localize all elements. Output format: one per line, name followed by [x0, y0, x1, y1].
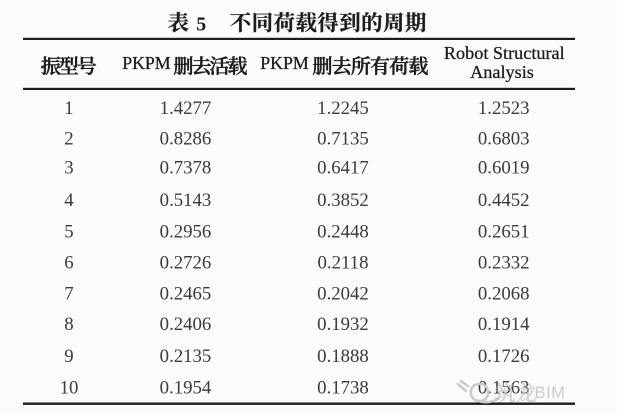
- svg-text:3: 3: [64, 157, 73, 178]
- svg-text:0.6417: 0.6417: [317, 157, 369, 178]
- svg-text:0.3852: 0.3852: [317, 190, 369, 211]
- svg-text:0.6019: 0.6019: [478, 157, 530, 178]
- svg-text:0.1914: 0.1914: [478, 314, 530, 335]
- svg-text:8: 8: [64, 314, 73, 335]
- svg-text:5: 5: [64, 221, 73, 242]
- svg-text:0.1738: 0.1738: [317, 378, 369, 399]
- svg-text:Robot Structural: Robot Structural: [444, 43, 565, 63]
- svg-text:2: 2: [64, 128, 73, 149]
- svg-text:5: 5: [196, 13, 206, 35]
- svg-text:0.2042: 0.2042: [317, 284, 369, 305]
- svg-text:0.2651: 0.2651: [478, 221, 530, 242]
- svg-text:1: 1: [64, 98, 73, 119]
- svg-text:0.2068: 0.2068: [478, 284, 530, 305]
- svg-text:7: 7: [64, 284, 73, 305]
- svg-text:1.4277: 1.4277: [160, 98, 212, 119]
- svg-text:4: 4: [64, 190, 74, 211]
- svg-text:0.7135: 0.7135: [317, 128, 369, 149]
- svg-text:0.2406: 0.2406: [160, 314, 212, 335]
- svg-text:0.2118: 0.2118: [318, 253, 369, 274]
- svg-text:0.6803: 0.6803: [478, 128, 530, 149]
- svg-text:PKPM: PKPM: [122, 53, 171, 73]
- svg-text:0.7378: 0.7378: [160, 157, 212, 178]
- svg-text:BIM: BIM: [535, 384, 566, 402]
- svg-text:0.2448: 0.2448: [317, 221, 369, 242]
- svg-text:1.2245: 1.2245: [317, 98, 369, 119]
- svg-text:9: 9: [64, 346, 73, 367]
- svg-text:0.2135: 0.2135: [160, 346, 212, 367]
- svg-text:0.2726: 0.2726: [160, 253, 212, 274]
- svg-text:1.2523: 1.2523: [478, 98, 530, 119]
- svg-text:6: 6: [64, 253, 73, 274]
- svg-text:0.1932: 0.1932: [317, 314, 369, 335]
- svg-text:0.2956: 0.2956: [160, 221, 212, 242]
- svg-text:0.1726: 0.1726: [478, 346, 530, 367]
- svg-text:0.1563: 0.1563: [478, 378, 530, 399]
- svg-text:0.1954: 0.1954: [160, 378, 212, 399]
- svg-text:10: 10: [60, 378, 79, 399]
- svg-text:Analysis: Analysis: [470, 62, 534, 82]
- svg-text:0.4452: 0.4452: [478, 190, 530, 211]
- svg-text:0.1888: 0.1888: [317, 346, 369, 367]
- svg-text:PKPM: PKPM: [260, 53, 309, 73]
- svg-text:0.2332: 0.2332: [478, 253, 530, 274]
- svg-text:0.5143: 0.5143: [160, 190, 212, 211]
- svg-text:0.8286: 0.8286: [160, 128, 212, 149]
- svg-text:0.2465: 0.2465: [160, 284, 212, 305]
